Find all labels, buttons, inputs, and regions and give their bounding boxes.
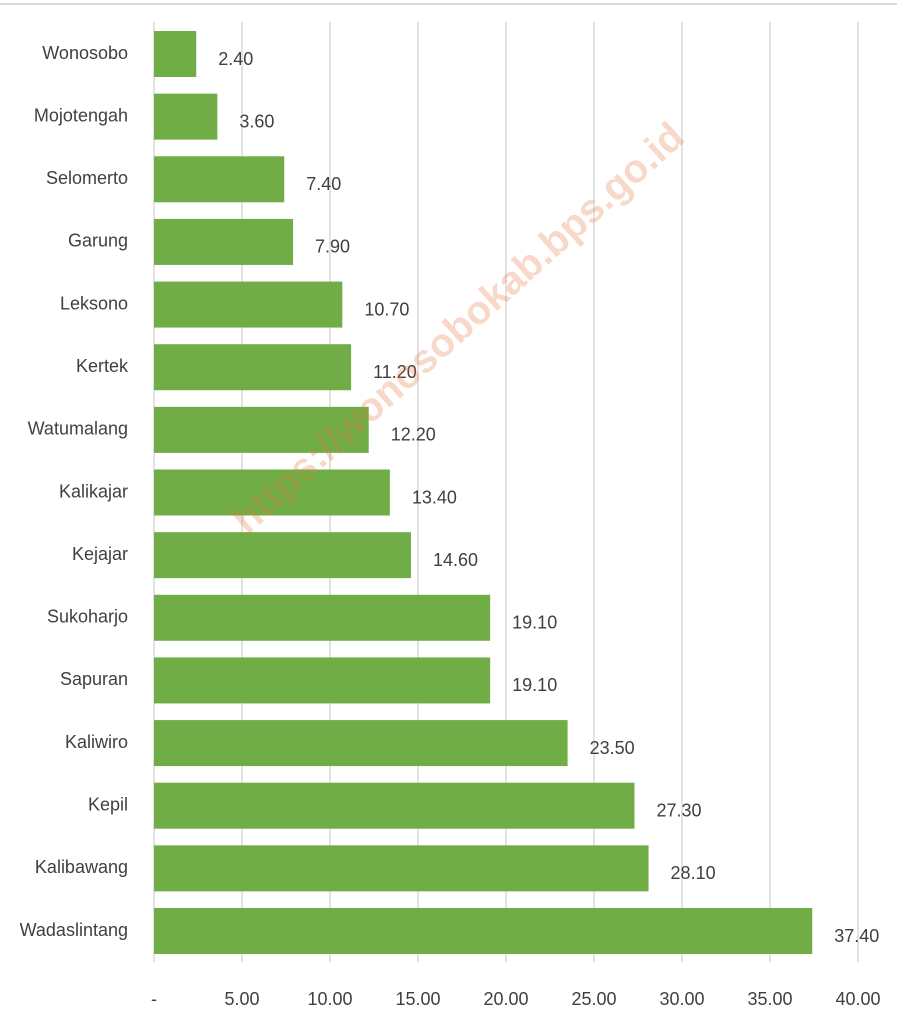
bar bbox=[154, 845, 649, 892]
y-tick-label: Sapuran bbox=[60, 669, 128, 689]
data-label: 37.40 bbox=[834, 926, 879, 946]
x-tick-label: 30.00 bbox=[659, 989, 704, 1009]
y-tick-label: Garung bbox=[68, 231, 128, 251]
y-tick-label: Sukoharjo bbox=[47, 607, 128, 627]
y-tick-label: Kejajar bbox=[72, 544, 128, 564]
watermark: https://wonosobokab.bps.go.id bbox=[224, 114, 693, 542]
data-label: 2.40 bbox=[218, 49, 253, 69]
y-tick-label: Selomerto bbox=[46, 168, 128, 188]
x-tick-label: 20.00 bbox=[483, 989, 528, 1009]
x-tick-label: 15.00 bbox=[395, 989, 440, 1009]
y-tick-label: Mojotengah bbox=[34, 105, 128, 125]
bar bbox=[154, 469, 390, 516]
y-tick-label: Wonosobo bbox=[42, 43, 128, 63]
x-tick-label: 35.00 bbox=[747, 989, 792, 1009]
bar bbox=[154, 657, 491, 704]
bar bbox=[154, 281, 343, 328]
y-tick-label: Kaliwiro bbox=[65, 732, 128, 752]
x-tick-label: - bbox=[151, 989, 157, 1009]
bar bbox=[154, 218, 294, 265]
bar bbox=[154, 532, 411, 579]
data-label: 10.70 bbox=[364, 299, 409, 319]
bar bbox=[154, 344, 352, 391]
data-label: 14.60 bbox=[433, 550, 478, 570]
x-tick-label: 25.00 bbox=[571, 989, 616, 1009]
y-tick-label: Wadaslintang bbox=[20, 920, 128, 940]
data-label: 23.50 bbox=[590, 738, 635, 758]
data-label: 19.10 bbox=[512, 675, 557, 695]
bar bbox=[154, 406, 369, 453]
data-label: 13.40 bbox=[412, 487, 457, 507]
y-tick-label: Kalikajar bbox=[59, 481, 128, 501]
bar bbox=[154, 908, 813, 954]
data-label: 12.20 bbox=[391, 425, 436, 445]
bar bbox=[154, 594, 491, 641]
data-label: 19.10 bbox=[512, 613, 557, 633]
x-tick-label: 10.00 bbox=[307, 989, 352, 1009]
data-label: 7.90 bbox=[315, 237, 350, 257]
data-label: 7.40 bbox=[306, 174, 341, 194]
data-label: 28.10 bbox=[671, 863, 716, 883]
bar bbox=[154, 156, 285, 203]
x-tick-label: 5.00 bbox=[224, 989, 259, 1009]
bar bbox=[154, 93, 218, 140]
bar bbox=[154, 31, 197, 77]
data-label: 11.20 bbox=[373, 362, 417, 382]
y-tick-label: Watumalang bbox=[28, 419, 128, 439]
bar bbox=[154, 782, 635, 829]
y-tick-label: Leksono bbox=[60, 293, 128, 313]
y-tick-label: Kalibawang bbox=[35, 857, 128, 877]
x-tick-label: 40.00 bbox=[835, 989, 880, 1009]
data-label: 27.30 bbox=[656, 800, 701, 820]
y-tick-label: Kertek bbox=[76, 356, 129, 376]
y-tick-label: Kepil bbox=[88, 794, 128, 814]
data-label: 3.60 bbox=[239, 111, 274, 131]
bar bbox=[154, 720, 568, 767]
